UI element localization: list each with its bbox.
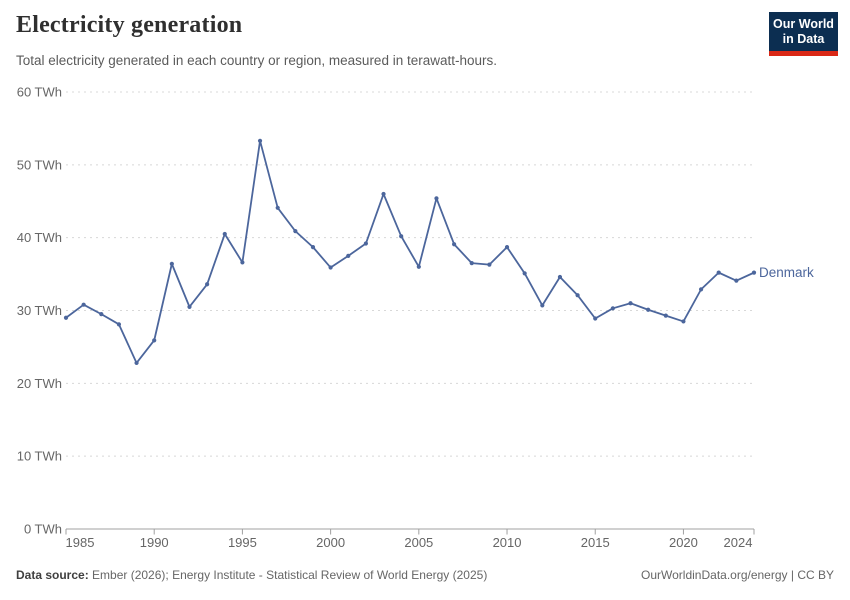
data-point: [222, 231, 227, 237]
page-title: Electricity generation: [16, 12, 243, 38]
owid-footer-link[interactable]: OurWorldinData.org/energy | CC BY: [641, 568, 834, 582]
x-tick-label: 2000: [316, 535, 345, 550]
data-point: [328, 265, 333, 270]
x-tick-label: 2010: [493, 535, 522, 550]
data-point: [346, 253, 351, 258]
data-point: [487, 262, 492, 267]
data-source-label: Data source:: [16, 568, 89, 582]
data-point: [469, 261, 474, 266]
y-tick-label: 40 TWh: [17, 230, 62, 245]
data-point: [399, 234, 404, 239]
data-point: [205, 282, 210, 287]
chart-footer: Data source: Ember (2026); Energy Instit…: [16, 568, 834, 582]
data-source-line: Data source: Ember (2026); Energy Instit…: [16, 568, 487, 582]
data-point: [575, 293, 580, 298]
x-tick-label: 1995: [228, 535, 257, 550]
data-point: [504, 245, 510, 250]
data-point: [169, 261, 174, 266]
data-point: [310, 245, 316, 250]
data-point: [240, 260, 245, 265]
data-point: [363, 241, 368, 246]
data-point: [116, 322, 122, 327]
data-point: [381, 191, 386, 197]
data-source-text: Ember (2026); Energy Institute - Statist…: [88, 568, 488, 582]
data-point: [63, 315, 69, 320]
owid-logo[interactable]: Our World in Data: [769, 12, 838, 56]
data-point: [522, 271, 527, 276]
y-tick-label: 50 TWh: [17, 157, 62, 172]
x-tick-label: 2020: [669, 535, 698, 550]
denmark-line: [65, 139, 755, 364]
x-tick-label: 2015: [581, 535, 610, 550]
data-point: [751, 270, 757, 275]
data-point: [187, 304, 192, 309]
data-point: [452, 242, 457, 247]
data-point: [275, 205, 280, 210]
data-point: [434, 196, 439, 201]
y-tick-label: 10 TWh: [17, 449, 62, 464]
data-point: [416, 264, 421, 269]
data-point: [698, 287, 704, 292]
data-point: [593, 316, 598, 321]
owid-logo-text: Our World in Data: [773, 17, 834, 46]
chart-area: 0 TWh 10 TWh 20 TWh 30 TWh 40 TWh 50 TWh 60 TW…: [0, 78, 850, 560]
data-point: [610, 306, 615, 311]
data-point: [557, 274, 563, 280]
chart-canvas[interactable]: 0 TWh 10 TWh 20 TWh 30 TWh 40 TWh 50 TWh 60 TW…: [0, 78, 850, 560]
data-point: [134, 360, 139, 366]
data-point: [152, 338, 157, 343]
x-tick-label: 1990: [140, 535, 169, 550]
data-point: [540, 303, 545, 308]
data-point: [257, 138, 263, 143]
page-subtitle: Total electricity generated in each coun…: [16, 53, 497, 68]
x-tick-label: 1985: [66, 535, 95, 550]
y-tick-label: 20 TWh: [17, 376, 62, 391]
x-tick-label: 2005: [404, 535, 433, 550]
x-tick-label: 2024: [724, 535, 753, 550]
y-tick-label: 30 TWh: [17, 303, 62, 318]
data-point: [293, 229, 298, 234]
series-end-label[interactable]: Denmark: [759, 265, 814, 280]
data-point: [646, 307, 651, 312]
data-point: [716, 270, 721, 275]
data-point: [99, 312, 104, 317]
y-tick-label: 60 TWh: [17, 85, 62, 100]
y-tick-label: 0 TWh: [24, 522, 62, 537]
data-point: [681, 319, 686, 324]
data-point: [663, 313, 668, 318]
data-point: [81, 302, 86, 307]
data-point: [628, 301, 633, 306]
data-point: [734, 278, 739, 283]
